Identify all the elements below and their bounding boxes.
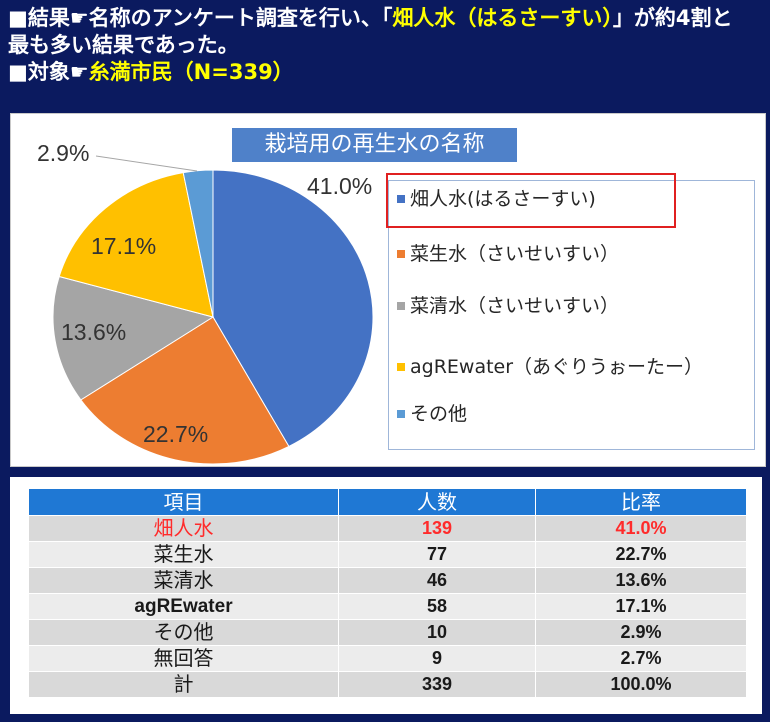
- cell-item: 無回答: [28, 645, 339, 672]
- legend-label: 菜生水（さいせいすい）: [410, 243, 620, 265]
- legend-swatch: [397, 409, 405, 418]
- pie-slice-harusaasui: [212, 169, 374, 448]
- legend-item-harusaasui: 畑人水(はるさーすい): [397, 187, 596, 211]
- legend-swatch: [397, 249, 405, 258]
- chart-legend: 畑人水(はるさーすい) 菜生水（さいせいすい） 菜清水（さいせいすい） agRE…: [388, 180, 755, 450]
- pie-chart: 41.0% 22.7% 13.6% 17.1% 2.9%: [37, 140, 374, 465]
- cell-item: 菜生水: [28, 541, 339, 568]
- summary-text: ■結果☛名称のアンケート調査を行い、「: [8, 6, 393, 30]
- leader-line: [95, 155, 198, 172]
- legend-label: 菜清水（さいせいすい）: [410, 295, 620, 317]
- pie-slices: [52, 169, 374, 465]
- summary-line-2: 最も多い結果であった。: [8, 33, 239, 57]
- table-row: 畑人水 139 41.0%: [28, 515, 747, 542]
- cell-count: 9: [338, 645, 536, 672]
- legend-item-agrewater: agREwater（あぐりうぉーたー）: [397, 355, 703, 379]
- cell-ratio: 2.7%: [535, 645, 747, 672]
- data-label-agrewater: 17.1%: [91, 233, 156, 259]
- cell-ratio: 17.1%: [535, 593, 747, 620]
- target-label: ■対象☛: [8, 60, 89, 84]
- target-population: 糸満市民（N=339）: [88, 60, 294, 84]
- data-label-other: 2.9%: [37, 140, 89, 166]
- cell-item: agREwater: [28, 593, 339, 620]
- column-header-item: 項目: [28, 488, 339, 516]
- pie-slice-saiseisui-na: [80, 316, 290, 465]
- cell-count: 10: [338, 619, 536, 646]
- data-label-harusaasui: 41.0%: [307, 173, 372, 199]
- cell-ratio: 2.9%: [535, 619, 747, 646]
- cell-item: 菜清水: [28, 567, 339, 594]
- table-header-row: 項目 人数 比率: [28, 488, 747, 516]
- legend-swatch: [397, 301, 405, 310]
- legend-item-saiseisui-na: 菜生水（さいせいすい）: [397, 242, 619, 266]
- pie-slice-other: [182, 169, 214, 318]
- legend-item-saiseisui-sei: 菜清水（さいせいすい）: [397, 294, 619, 318]
- cell-count: 139: [338, 515, 536, 542]
- data-label-saiseisui-na: 22.7%: [143, 421, 208, 447]
- pie-slice-agrewater: [58, 171, 214, 318]
- legend-highlight-box: [386, 173, 676, 228]
- table-row: agREwater 58 17.1%: [28, 593, 747, 620]
- cell-item: その他: [28, 619, 339, 646]
- legend-swatch: [397, 194, 405, 203]
- table-row: 無回答 9 2.7%: [28, 645, 747, 672]
- results-table: 項目 人数 比率 畑人水 139 41.0% 菜生水 77 22.7% 菜清水 …: [28, 488, 747, 698]
- highlighted-name: 畑人水（はるさーすい）: [392, 6, 613, 30]
- cell-ratio: 41.0%: [535, 515, 747, 542]
- chart-panel: 41.0% 22.7% 13.6% 17.1% 2.9% 栽培用の再生水の名称 …: [10, 113, 766, 467]
- cell-item: 計: [28, 671, 339, 698]
- cell-item: 畑人水: [28, 515, 339, 542]
- summary-text-end: 」が約4割と: [612, 6, 733, 30]
- legend-swatch: [397, 362, 405, 371]
- data-label-saiseisui-sei: 13.6%: [61, 319, 126, 345]
- legend-label: 畑人水(はるさーすい): [410, 188, 596, 210]
- table-row: 菜清水 46 13.6%: [28, 567, 747, 594]
- table-panel: 項目 人数 比率 畑人水 139 41.0% 菜生水 77 22.7% 菜清水 …: [10, 477, 762, 714]
- cell-count: 339: [338, 671, 536, 698]
- table-row-total: 計 339 100.0%: [28, 671, 747, 698]
- target-line: ■対象☛糸満市民（N=339）: [8, 59, 766, 86]
- cell-ratio: 100.0%: [535, 671, 747, 698]
- column-header-count: 人数: [338, 488, 536, 516]
- summary-line-1: ■結果☛名称のアンケート調査を行い、「畑人水（はるさーすい）」が約4割と: [8, 5, 766, 32]
- legend-item-other: その他: [397, 402, 467, 426]
- column-header-ratio: 比率: [535, 488, 747, 516]
- cell-count: 46: [338, 567, 536, 594]
- table-row: 菜生水 77 22.7%: [28, 541, 747, 568]
- cell-ratio: 22.7%: [535, 541, 747, 568]
- cell-count: 77: [338, 541, 536, 568]
- chart-title: 栽培用の再生水の名称: [232, 128, 517, 162]
- table-row: その他 10 2.9%: [28, 619, 747, 646]
- cell-ratio: 13.6%: [535, 567, 747, 594]
- pie-slice-saiseisui-sei: [52, 275, 215, 401]
- legend-label: agREwater（あぐりうぉーたー）: [410, 356, 704, 378]
- legend-label: その他: [410, 403, 468, 425]
- cell-count: 58: [338, 593, 536, 620]
